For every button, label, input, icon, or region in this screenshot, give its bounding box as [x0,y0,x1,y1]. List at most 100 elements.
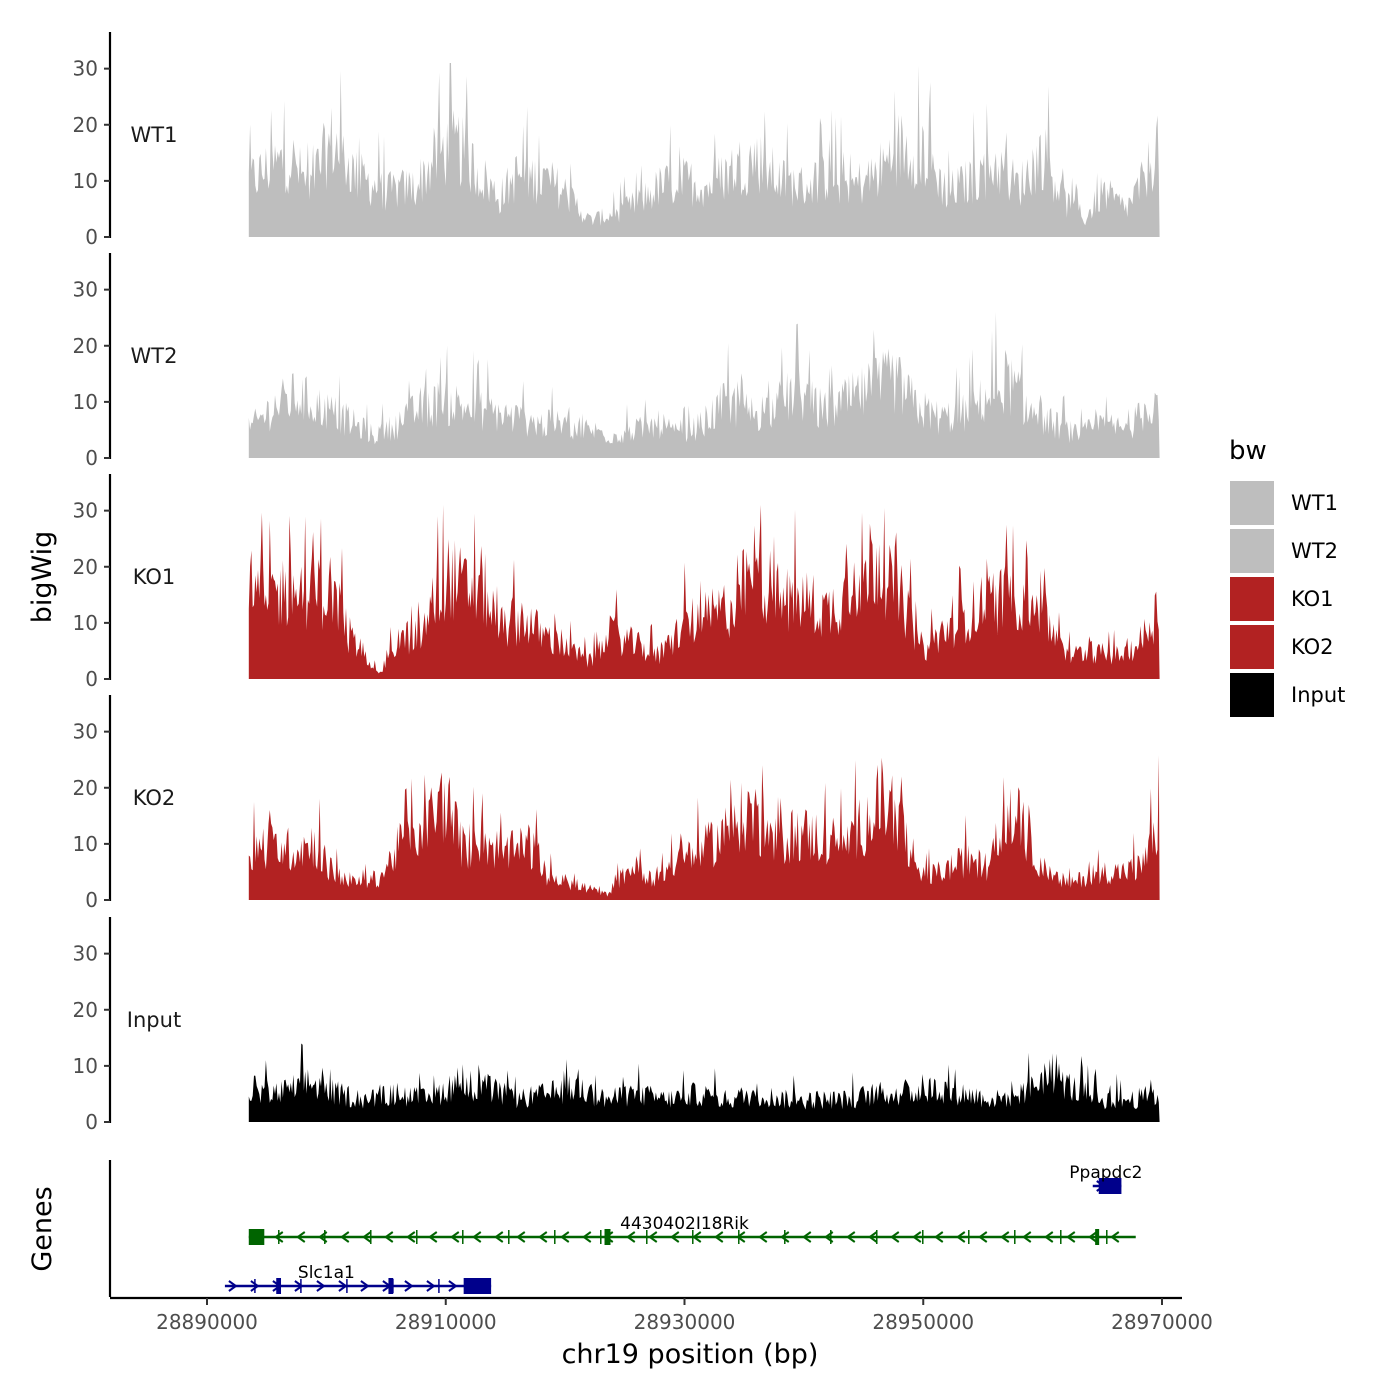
y-tick-label: 20 [73,334,98,358]
track-wt1: 0 10 20 30 WT1 [73,32,1160,249]
strand-chevron [758,1231,768,1243]
x-tick-label: 28970000 [1111,1310,1213,1334]
strand-chevron [890,1231,900,1243]
track-label: Input [127,1008,181,1032]
strand-chevron [362,1231,372,1243]
strand-chevron [780,1231,790,1243]
strand-chevron [404,1280,414,1292]
strand-chevron [1044,1231,1054,1243]
exon [248,1229,265,1245]
gene-4430402i18rik: 4430402I18Rik [248,1214,1136,1245]
track-ko1: 0 10 20 30 KO1 [73,474,1160,691]
legend-label: WT1 [1291,491,1338,515]
strand-chevron [626,1231,636,1243]
gene-label: 4430402I18Rik [620,1214,749,1234]
strand-chevron [360,1280,370,1292]
strand-chevron [912,1231,922,1243]
strand-chevron [450,1231,460,1243]
strand-chevron [868,1231,878,1243]
strand-chevron [494,1231,504,1243]
exon [388,1278,394,1294]
strand-chevron [934,1231,944,1243]
track-wt2: 0 10 20 30 WT2 [73,253,1160,470]
gene-track: Ppapdc2 4430402I18Rik Slc1a1 [108,1160,1143,1297]
strand-chevron [340,1231,350,1243]
legend-label: WT2 [1291,539,1338,563]
strand-chevron [1000,1231,1010,1243]
strand-chevron [426,1280,436,1292]
strand-chevron [956,1231,966,1243]
legend-label: Input [1291,683,1345,707]
strand-chevron [714,1231,724,1243]
track-label: KO2 [133,786,176,810]
x-tick-label: 28950000 [872,1310,974,1334]
strand-chevron [384,1231,394,1243]
coverage-area-ko1 [248,505,1160,679]
strand-chevron [250,1280,260,1292]
exon [1095,1229,1100,1245]
strand-chevron [472,1231,482,1243]
strand-chevron [978,1231,988,1243]
legend-swatch [1230,529,1274,573]
legend-item-wt1: WT1 [1230,481,1338,525]
exon [276,1278,282,1294]
coverage-area-wt1 [248,63,1160,237]
y-tick-label: 10 [73,169,98,193]
strand-chevron [294,1280,304,1292]
y-tick-label: 0 [85,1110,98,1134]
strand-chevron [448,1280,458,1292]
strand-chevron [406,1231,416,1243]
strand-chevron [1088,1231,1098,1243]
coverage-tracks: 0 10 20 30 WT1 0 10 20 30 WT2 0 10 20 30 KO1 0 10 20 30 KO2… [73,32,1160,1134]
legend-label: KO1 [1291,587,1334,611]
y-tick-label: 0 [85,446,98,470]
y-tick-label: 10 [73,1054,98,1078]
track-input: 0 10 20 30 Input [73,917,1160,1134]
track-label: WT2 [131,344,178,368]
strand-chevron [516,1231,526,1243]
x-axis-title: chr19 position (bp) [562,1339,819,1370]
x-tick-label: 28910000 [395,1310,497,1334]
legend-item-wt2: WT2 [1230,529,1338,573]
strand-chevron [274,1231,284,1243]
exon [463,1278,492,1294]
legend-item-ko2: KO2 [1230,625,1334,669]
track-label: KO1 [133,565,176,589]
gene-ppapdc2: Ppapdc2 [1069,1163,1143,1194]
strand-chevron [1066,1231,1076,1243]
strand-chevron [670,1231,680,1243]
strand-chevron [338,1280,348,1292]
y-tick-label: 20 [73,776,98,800]
legend-item-ko1: KO1 [1230,577,1334,621]
strand-chevron [228,1280,238,1292]
legend-item-input: Input [1230,673,1345,717]
strand-chevron [428,1231,438,1243]
strand-chevron [1110,1231,1120,1243]
legend-swatch [1230,625,1274,669]
strand-chevron [802,1231,812,1243]
strand-chevron [560,1231,570,1243]
legend-swatch [1230,673,1274,717]
y-tick-label: 20 [73,998,98,1022]
gene-label: Slc1a1 [298,1263,355,1283]
track-ko2: 0 10 20 30 KO2 [73,695,1160,912]
y-tick-label: 30 [73,942,98,966]
legend-title: bw [1229,436,1267,466]
exon [604,1229,611,1245]
y-tick-label: 20 [73,113,98,137]
y-axis-title: bigWig [27,531,58,624]
legend-swatch [1230,481,1274,525]
strand-chevron [648,1231,658,1243]
legend-label: KO2 [1291,635,1334,659]
strand-chevron [736,1231,746,1243]
strand-chevron [316,1280,326,1292]
strand-chevron [846,1231,856,1243]
x-tick-label: 28930000 [634,1310,736,1334]
track-label: WT1 [131,123,178,147]
y-tick-label: 10 [73,390,98,414]
gene-label: Ppapdc2 [1069,1163,1142,1183]
y-tick-label: 30 [73,499,98,523]
genes-axis-title: Genes [27,1186,58,1271]
y-tick-label: 10 [73,611,98,635]
